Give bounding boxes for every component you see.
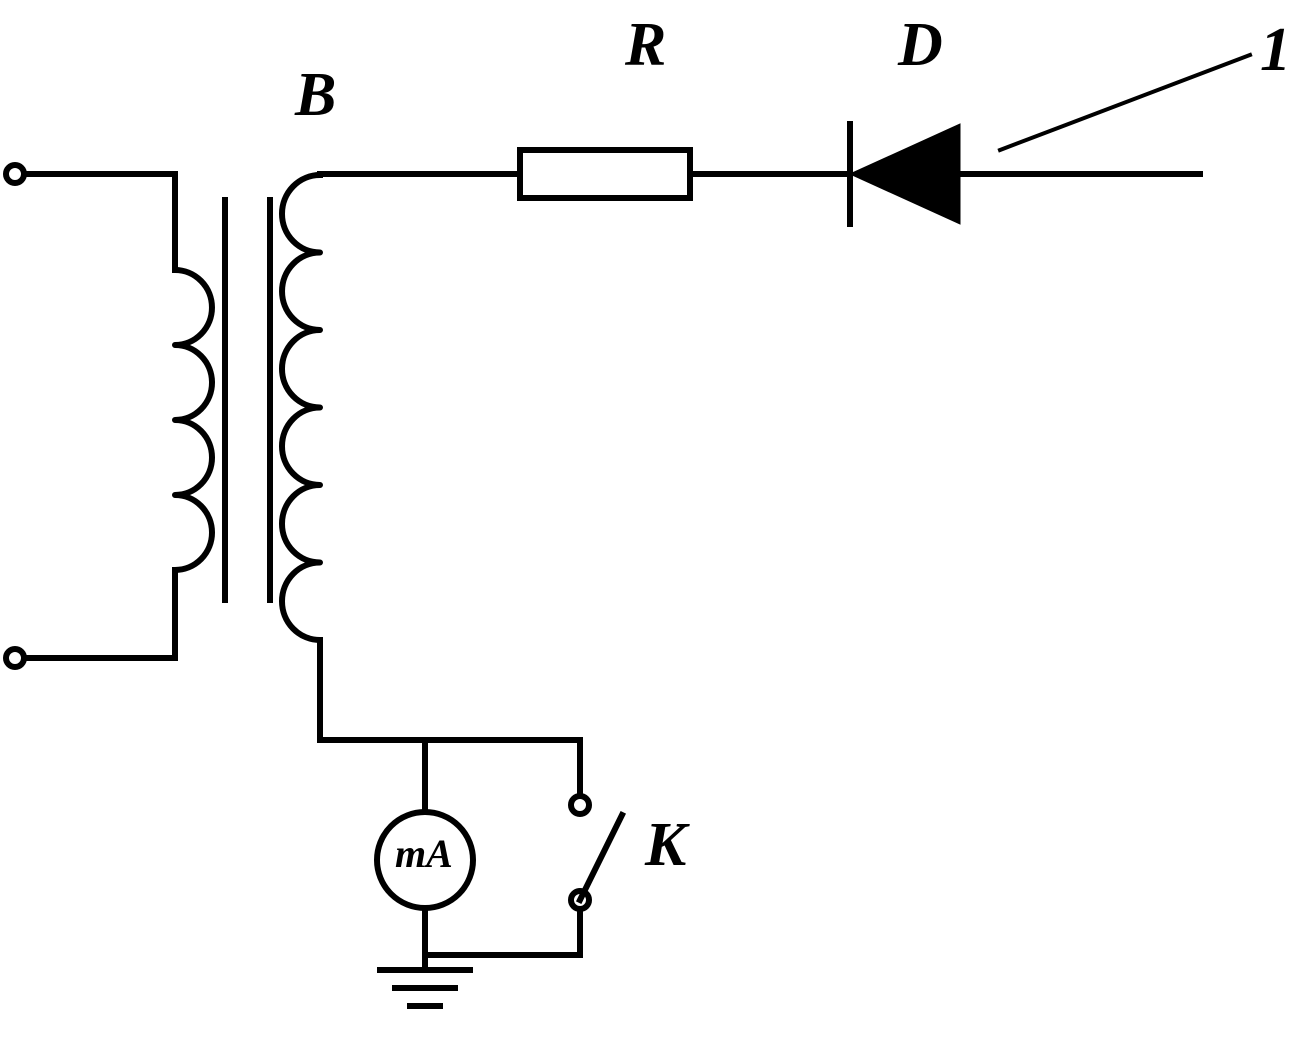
- label-meter-ma: mA: [395, 830, 453, 877]
- label-callout-1: 1: [1260, 15, 1291, 86]
- label-transformer-b: B: [295, 60, 336, 131]
- label-resistor-r: R: [625, 10, 666, 81]
- circuit-diagram: [0, 0, 1312, 1037]
- label-switch-k: K: [645, 810, 686, 881]
- label-diode-d: D: [898, 10, 943, 81]
